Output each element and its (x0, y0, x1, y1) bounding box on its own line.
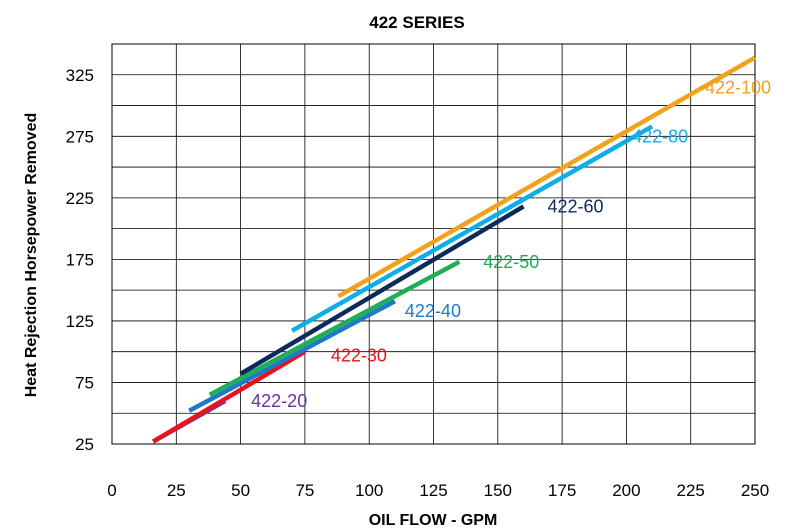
x-axis-label: OIL FLOW - GPM (369, 512, 498, 529)
series-label-422-60: 422-60 (548, 196, 604, 216)
y-axis-label: Heat Rejection Horsepower Removed (23, 113, 40, 398)
x-tick-label: 175 (548, 481, 576, 500)
x-tick-label: 125 (419, 481, 447, 500)
x-tick-label: 225 (677, 481, 705, 500)
series-line-422-30 (152, 349, 307, 444)
series-line-422-60 (239, 204, 525, 376)
y-tick-label: 25 (75, 435, 94, 454)
x-tick-label: 75 (295, 481, 314, 500)
series-label-422-50: 422-50 (483, 252, 539, 272)
y-tick-label: 225 (66, 189, 94, 208)
series-line-422-100 (337, 55, 757, 299)
series-labels: 422-20 422-30 422-40 422-50 422-60 422-80 422-… (251, 78, 771, 411)
x-tick-label: 250 (741, 481, 769, 500)
x-tick-label: 200 (612, 481, 640, 500)
y-tick-label: 325 (66, 66, 94, 85)
x-tick-label: 0 (107, 481, 116, 500)
series-label-422-20: 422-20 (251, 391, 307, 411)
series-line-422-80 (290, 124, 654, 333)
x-axis-ticks: 0 25 50 75 100 125 150 175 200 225 250 (107, 481, 769, 500)
series-line-422-50 (208, 259, 461, 397)
y-tick-label: 125 (66, 312, 94, 331)
x-tick-label: 150 (484, 481, 512, 500)
x-tick-label: 50 (231, 481, 250, 500)
series-lines (152, 55, 757, 444)
series-label-422-30: 422-30 (331, 346, 387, 366)
y-axis-ticks: 25 75 125 175 225 275 325 (66, 66, 94, 454)
chart-title: 422 SERIES (369, 13, 464, 32)
y-tick-label: 75 (75, 373, 94, 392)
series-label-422-40: 422-40 (405, 301, 461, 321)
series-label-422-80: 422-80 (632, 126, 688, 146)
plot-area (111, 43, 756, 445)
series-label-422-100: 422-100 (705, 78, 771, 98)
series-line-422-40 (188, 299, 396, 413)
x-tick-label: 100 (355, 481, 383, 500)
x-tick-label: 25 (167, 481, 186, 500)
y-tick-label: 275 (66, 127, 94, 146)
y-tick-label: 175 (66, 250, 94, 269)
